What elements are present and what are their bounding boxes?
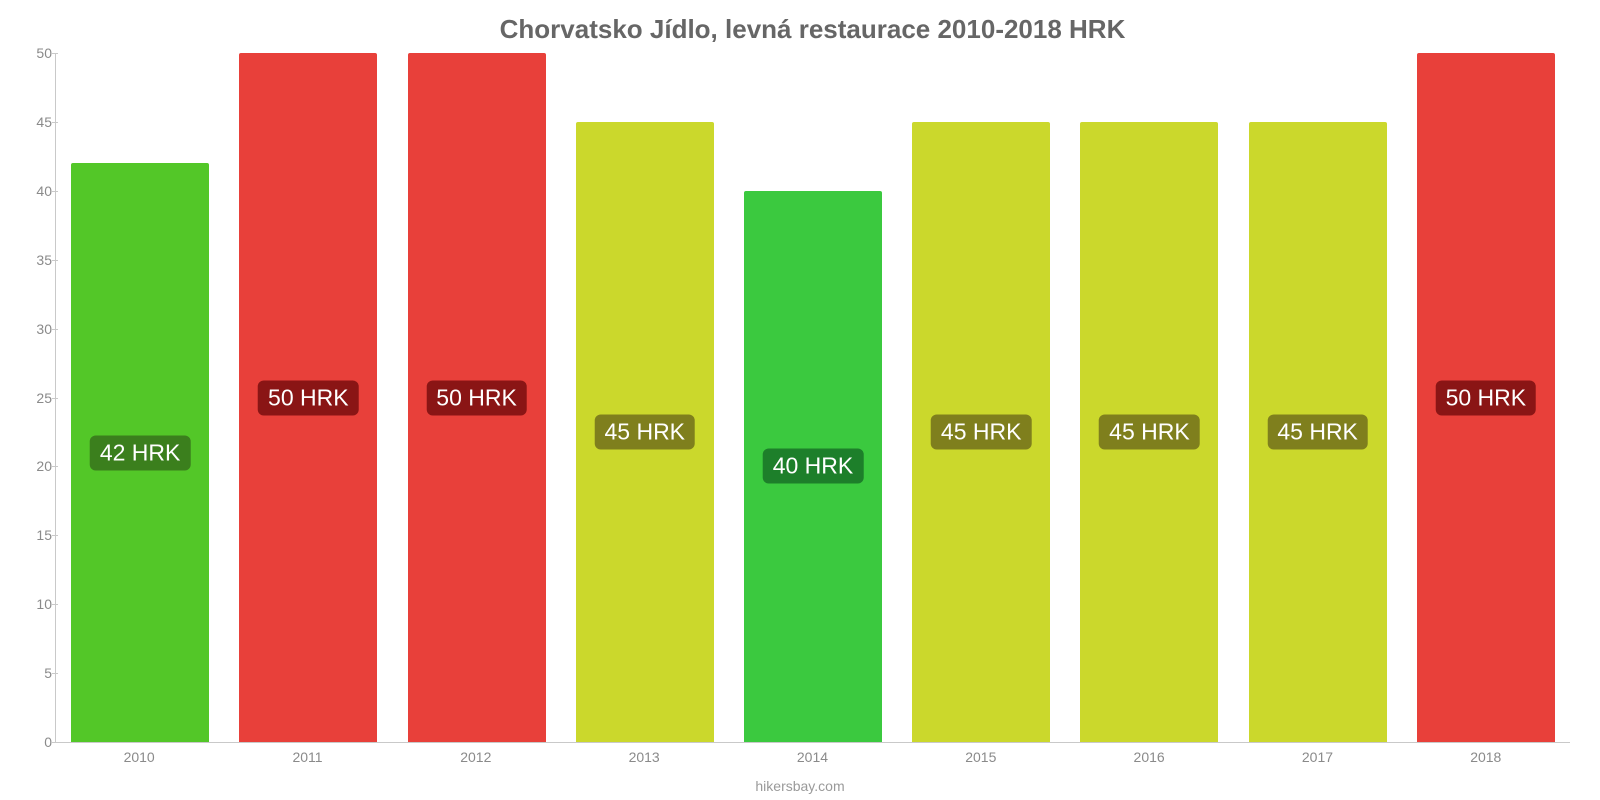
bar-value-label: 50 HRK <box>258 380 359 415</box>
x-tick-label: 2013 <box>560 749 728 765</box>
y-tick-label: 15 <box>12 527 52 543</box>
bar-chart: Chorvatsko Jídlo, levná restaurace 2010-… <box>0 0 1600 800</box>
bar-slot: 45 HRK <box>1234 53 1402 742</box>
y-tick-label: 20 <box>12 458 52 474</box>
bar-slot: 45 HRK <box>897 53 1065 742</box>
x-tick-label: 2010 <box>55 749 223 765</box>
x-axis-labels: 201020112012201320142015201620172018 <box>55 749 1570 765</box>
bar: 50 HRK <box>408 53 546 742</box>
bar-slot: 45 HRK <box>1065 53 1233 742</box>
bar-slot: 42 HRK <box>56 53 224 742</box>
bar: 45 HRK <box>1080 122 1218 742</box>
bar: 42 HRK <box>71 163 209 742</box>
bar-slot: 45 HRK <box>561 53 729 742</box>
x-tick-label: 2017 <box>1233 749 1401 765</box>
bar-value-label: 45 HRK <box>1099 414 1200 449</box>
bar: 45 HRK <box>576 122 714 742</box>
bar-value-label: 45 HRK <box>594 414 695 449</box>
bar: 50 HRK <box>1417 53 1555 742</box>
x-tick-label: 2015 <box>897 749 1065 765</box>
bar-slot: 40 HRK <box>729 53 897 742</box>
y-tick-label: 0 <box>12 734 52 750</box>
x-tick-label: 2016 <box>1065 749 1233 765</box>
y-tick-label: 45 <box>12 114 52 130</box>
bar: 45 HRK <box>1249 122 1387 742</box>
y-tick-label: 25 <box>12 390 52 406</box>
plot-area: 42 HRK 50 HRK 50 HRK 45 HRK 40 HRK 45 HRK 45 H… <box>55 53 1570 743</box>
x-tick-label: 2014 <box>728 749 896 765</box>
bar-slot: 50 HRK <box>1402 53 1570 742</box>
y-tick-label: 10 <box>12 596 52 612</box>
bar-value-label: 45 HRK <box>1267 414 1368 449</box>
y-tick-label: 35 <box>12 252 52 268</box>
bar-value-label: 50 HRK <box>1436 380 1537 415</box>
bar: 45 HRK <box>912 122 1050 742</box>
y-tick-label: 30 <box>12 321 52 337</box>
bar-value-label: 42 HRK <box>90 435 191 470</box>
chart-title: Chorvatsko Jídlo, levná restaurace 2010-… <box>55 10 1570 53</box>
bars-container: 42 HRK 50 HRK 50 HRK 45 HRK 40 HRK 45 HRK 45 H… <box>56 53 1570 742</box>
x-tick-label: 2011 <box>223 749 391 765</box>
y-tick-label: 5 <box>12 665 52 681</box>
x-tick-label: 2018 <box>1402 749 1570 765</box>
bar-slot: 50 HRK <box>224 53 392 742</box>
bar: 50 HRK <box>239 53 377 742</box>
attribution-text: hikersbay.com <box>0 778 1600 794</box>
bar-slot: 50 HRK <box>392 53 560 742</box>
bar-value-label: 50 HRK <box>426 380 527 415</box>
y-tick-label: 50 <box>12 45 52 61</box>
bar-value-label: 40 HRK <box>763 449 864 484</box>
x-tick-label: 2012 <box>392 749 560 765</box>
y-tick-label: 40 <box>12 183 52 199</box>
bar: 40 HRK <box>744 191 882 742</box>
bar-value-label: 45 HRK <box>931 414 1032 449</box>
